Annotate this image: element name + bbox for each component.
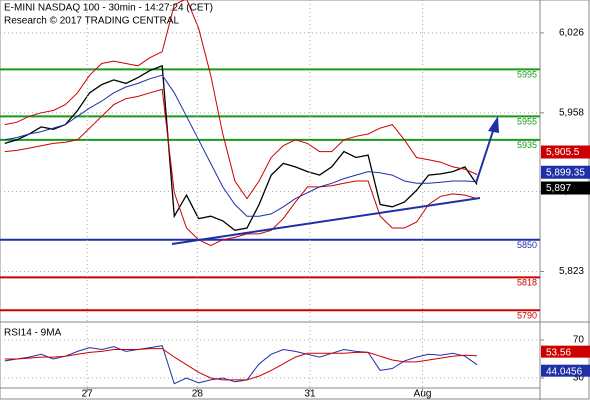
series-line [4,74,478,217]
value-tag-label: 53.56 [546,347,571,358]
series-line [4,348,478,381]
x-tick-label: 31 [304,389,316,400]
price-tag [541,181,590,195]
trend-line [171,197,481,245]
level-label: 5850 [517,240,537,250]
series-line [4,88,478,247]
level-label: 5818 [517,278,537,288]
level-label: 5935 [517,140,537,150]
price-tag [541,145,590,159]
x-tick-label: 28 [192,389,204,400]
price-tag-label: 5,897 [546,183,571,194]
overlay: 6,0265,9585,8915,82359955955593558505818… [82,28,590,400]
rsi-title: RSI14 - 9MA [4,328,62,339]
series-line [4,345,478,385]
price-panel [0,0,540,322]
value-tag [541,364,590,377]
y-tick-label: 70 [573,335,585,346]
level-label: 5955 [517,117,537,127]
y-tick-label: 6,026 [559,28,584,39]
price-tag [541,165,590,179]
arrow-head [488,116,499,133]
series-line [4,0,478,200]
y-tick-label: 5,823 [559,266,584,277]
price-tag-label: 5,905.5 [546,147,580,158]
y-tick-label: 30 [573,373,585,384]
x-tick-label: Aug [414,389,432,400]
price-tag-label: 5,899.35 [546,167,585,178]
level-label: 5790 [517,311,537,321]
chart-title: E-MINI NASDAQ 100 - 30min - 14:27:24 (CE… [4,3,213,14]
value-tag-label: 44.0456 [546,366,583,377]
y-tick-label: 5,958 [559,107,584,118]
level-label: 5995 [517,70,537,80]
x-tick-label: 27 [82,389,94,400]
rsi-panel [0,322,540,388]
chart-subtitle: Research © 2017 TRADING CENTRAL [4,16,179,27]
arrow [475,127,495,184]
value-tag [541,345,590,358]
series-line [4,64,478,231]
